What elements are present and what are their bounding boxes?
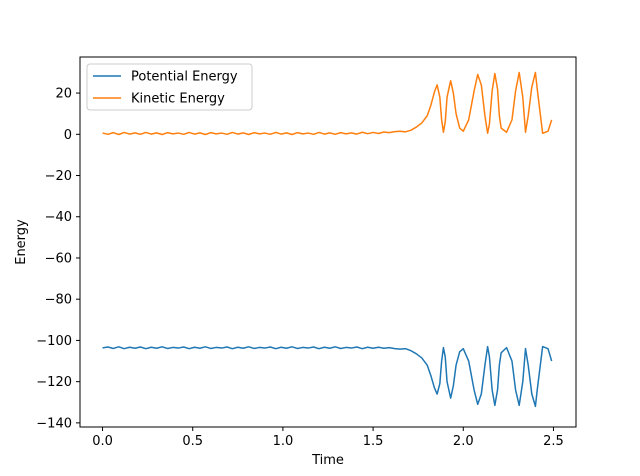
y-tick-label: −80 xyxy=(45,293,72,308)
x-axis-ticks: 0.0 0.5 1.0 1.5 2.0 2.5 xyxy=(92,427,564,449)
y-tick-label: −60 xyxy=(45,251,72,266)
legend: Potential Energy Kinetic Energy xyxy=(86,63,253,111)
x-tick-label: 2.0 xyxy=(453,434,474,449)
y-tick-label: −20 xyxy=(45,169,72,184)
x-tick-label: 0.0 xyxy=(92,434,113,449)
legend-box xyxy=(86,63,253,111)
y-tick-label: −100 xyxy=(36,334,72,349)
y-tick-label: −140 xyxy=(36,416,72,431)
y-tick-label: −120 xyxy=(36,375,72,390)
legend-label-potential-energy: Potential Energy xyxy=(131,70,238,85)
plot-lines xyxy=(102,71,553,408)
series-line-potential-energy xyxy=(102,345,553,408)
x-axis-label: Time xyxy=(311,453,344,468)
y-axis-ticks: 20 0 −20 −40 −60 −80 −100 −120 −140 xyxy=(36,87,80,431)
y-tick-label: 0 xyxy=(64,128,72,143)
y-axis-label: Energy xyxy=(14,219,29,265)
x-tick-label: 0.5 xyxy=(182,434,203,449)
x-tick-label: 2.5 xyxy=(543,434,564,449)
x-tick-label: 1.5 xyxy=(363,434,384,449)
x-tick-label: 1.0 xyxy=(273,434,294,449)
y-tick-label: −40 xyxy=(45,210,72,225)
plot-area-frame xyxy=(79,56,577,428)
y-tick-label: 20 xyxy=(55,87,72,102)
legend-label-kinetic-energy: Kinetic Energy xyxy=(131,92,225,107)
series-line-kinetic-energy xyxy=(102,71,553,136)
